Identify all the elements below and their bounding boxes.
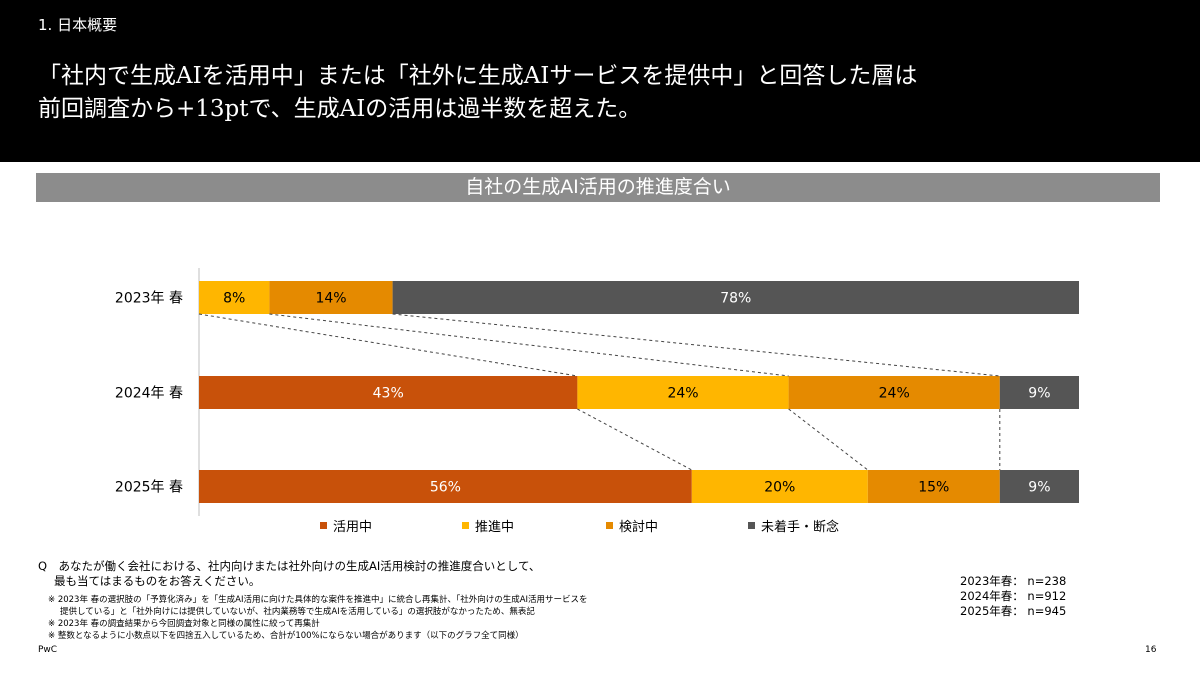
sample-size: 2025年春： n=945 xyxy=(960,604,1067,618)
bar-segment xyxy=(999,470,1079,503)
headline-line-2: 前回調査から+13ptで、生成AIの活用は過半数を超えた。 xyxy=(38,96,642,122)
data-label: 8% xyxy=(223,291,245,307)
legend: 活用中 推進中 検討中 未着手・断念 xyxy=(0,516,1200,536)
connector-line xyxy=(198,313,578,377)
category-label: 2024年 春 xyxy=(115,386,183,402)
question-line-1: Q あなたが働く会社における、社内向けまたは社外向けの生成AI活用検討の推進度合… xyxy=(38,559,541,573)
data-label: 56% xyxy=(430,480,461,496)
legend-item: 推進中 xyxy=(462,516,514,535)
connector-line xyxy=(788,408,869,471)
section-label: 1. 日本概要 xyxy=(38,16,118,34)
legend-item: 活用中 xyxy=(320,516,372,535)
bar-segment xyxy=(788,376,1000,409)
legend-swatch xyxy=(748,522,755,529)
question-line-2: 最も当てはまるものをお答えください。 xyxy=(54,574,261,588)
headline-line-1: 「社内で生成AIを活用中」または「社外に生成AIサービスを提供中」と回答した層は xyxy=(38,63,918,89)
brand-label: PwC xyxy=(38,645,58,655)
chart-title: 自社の生成AI活用の推進度合い xyxy=(36,173,1160,202)
data-label: 24% xyxy=(879,386,910,402)
page-number: 16 xyxy=(1145,645,1157,655)
bar-segment xyxy=(199,470,692,503)
legend-swatch xyxy=(462,522,469,529)
legend-swatch xyxy=(606,522,613,529)
connector-line xyxy=(269,313,789,377)
note-line: 提供している」と「社外向けには提供していないが、社内業務等で生成AIを活用してい… xyxy=(60,607,535,617)
note-line: ※ 整数となるように小数点以下を四捨五入しているため、合計が100%にならない場… xyxy=(48,631,524,641)
category-label: 2023年 春 xyxy=(115,291,183,307)
headline: 「社内で生成AIを活用中」または「社外に生成AIサービスを提供中」と回答した層は… xyxy=(38,60,917,126)
data-label: 15% xyxy=(918,480,949,496)
legend-label: 活用中 xyxy=(333,520,373,535)
data-label: 14% xyxy=(315,291,346,307)
data-label: 9% xyxy=(1028,386,1050,402)
bar-segment xyxy=(392,281,1080,314)
note-line: ※ 2023年 春の選択肢の「予算化済み」を「生成AI活用に向けた具体的な案件を… xyxy=(48,595,588,605)
bar-segment xyxy=(199,376,578,409)
legend-label: 検討中 xyxy=(619,520,659,535)
bar-segment xyxy=(577,376,789,409)
legend-item: 検討中 xyxy=(606,516,658,535)
legend-item: 未着手・断念 xyxy=(748,516,839,535)
bar-segment xyxy=(999,376,1079,409)
legend-label: 推進中 xyxy=(475,520,515,535)
data-label: 24% xyxy=(667,386,698,402)
data-label: 20% xyxy=(764,480,795,496)
category-label: 2025年 春 xyxy=(115,480,183,496)
bar-segment xyxy=(867,470,1000,503)
legend-swatch xyxy=(320,522,327,529)
data-label: 9% xyxy=(1028,480,1050,496)
connector-line xyxy=(392,313,1000,377)
data-label: 78% xyxy=(720,291,751,307)
connector-line xyxy=(577,408,693,471)
note-line: ※ 2023年 春の調査結果から今回調査対象と同様の属性に絞って再集計 xyxy=(48,619,320,629)
header-band: 1. 日本概要 「社内で生成AIを活用中」または「社外に生成AIサービスを提供中… xyxy=(0,0,1200,162)
bar-segment xyxy=(199,281,270,314)
sample-size: 2024年春： n=912 xyxy=(960,589,1067,603)
survey-question: Q あなたが働く会社における、社内向けまたは社外向けの生成AI活用検討の推進度合… xyxy=(38,559,658,589)
footnotes: ※ 2023年 春の選択肢の「予算化済み」を「生成AI活用に向けた具体的な案件を… xyxy=(48,594,708,642)
legend-label: 未着手・断念 xyxy=(761,520,840,535)
bar-segment xyxy=(269,281,393,314)
sample-sizes: 2023年春： n=238 2024年春： n=912 2025年春： n=94… xyxy=(960,574,1066,619)
data-label: 43% xyxy=(373,386,404,402)
sample-size: 2023年春： n=238 xyxy=(960,574,1067,588)
bar-segment xyxy=(691,470,868,503)
